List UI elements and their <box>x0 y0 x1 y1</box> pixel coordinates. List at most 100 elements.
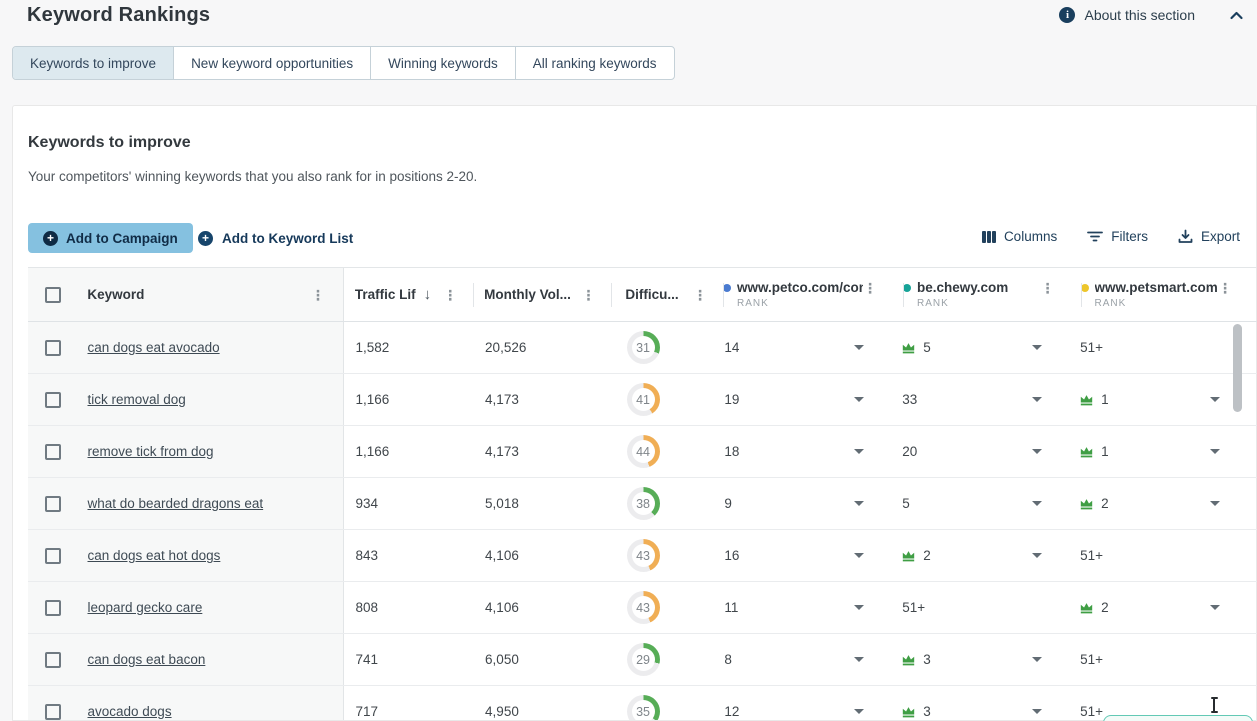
export-icon <box>1178 229 1193 244</box>
kebab-menu-icon[interactable]: ⋮ <box>443 288 457 302</box>
crown-icon <box>902 550 915 562</box>
rank-value: 19 <box>724 392 739 407</box>
sort-descending-icon[interactable]: ↓ <box>424 286 432 303</box>
tab-winning-keywords[interactable]: Winning keywords <box>371 47 516 79</box>
dropdown-arrow-icon[interactable] <box>854 553 864 558</box>
keyword-link[interactable]: leopard gecko care <box>88 600 203 615</box>
keyword-link[interactable]: tick removal dog <box>88 392 186 407</box>
petco-rank-cell: 16 <box>724 530 902 581</box>
kebab-menu-icon[interactable]: ⋮ <box>1041 281 1055 295</box>
dropdown-arrow-icon[interactable] <box>1210 449 1220 454</box>
dropdown-arrow-icon[interactable] <box>1210 501 1220 506</box>
chewy-rank-cell: 5 <box>902 478 1080 529</box>
row-checkbox[interactable] <box>45 392 61 408</box>
dropdown-arrow-icon[interactable] <box>1032 553 1042 558</box>
petsmart-rank-cell: 2 <box>1080 478 1257 529</box>
column-header-petco: www.petco.com/con <box>737 280 863 295</box>
row-checkbox[interactable] <box>45 600 61 616</box>
table-row: can dogs eat bacon 741 6,050 29 8 3 51+ <box>28 634 1257 686</box>
info-icon: i <box>1059 7 1075 23</box>
column-header-petsmart: www.petsmart.com <box>1095 280 1218 295</box>
dropdown-arrow-icon[interactable] <box>854 605 864 610</box>
rank-sublabel: RANK <box>1095 298 1257 309</box>
dropdown-arrow-icon[interactable] <box>854 449 864 454</box>
row-checkbox[interactable] <box>45 704 61 720</box>
dropdown-arrow-icon[interactable] <box>1032 657 1042 662</box>
vertical-scrollbar[interactable] <box>1233 324 1242 412</box>
tab-all-ranking-keywords[interactable]: All ranking keywords <box>516 47 674 79</box>
filters-button[interactable]: Filters <box>1087 229 1148 244</box>
about-section-link[interactable]: i About this section <box>1059 7 1195 23</box>
petco-rank-cell: 12 <box>724 686 902 720</box>
keyword-link[interactable]: can dogs eat avocado <box>88 340 220 355</box>
petsmart-rank-cell: 1 <box>1080 426 1257 477</box>
rank-value: 5 <box>902 496 910 511</box>
dropdown-arrow-icon[interactable] <box>854 709 864 714</box>
keyword-link[interactable]: remove tick from dog <box>88 444 214 459</box>
chewy-rank-cell: 33 <box>902 374 1080 425</box>
dropdown-arrow-icon[interactable] <box>1032 397 1042 402</box>
rank-value: 51+ <box>1080 340 1103 355</box>
rank-value: 16 <box>724 548 739 563</box>
keyword-link[interactable]: can dogs eat bacon <box>88 652 206 667</box>
dropdown-arrow-icon[interactable] <box>1210 397 1220 402</box>
chewy-rank-cell: 3 <box>902 634 1080 685</box>
add-to-campaign-button[interactable]: + Add to Campaign <box>28 223 193 253</box>
rank-value: 2 <box>1101 600 1109 615</box>
dropdown-arrow-icon[interactable] <box>1032 709 1042 714</box>
chevron-up-icon <box>1229 9 1244 22</box>
rank-value: 20 <box>902 444 917 459</box>
tab-keywords-to-improve[interactable]: Keywords to improve <box>13 47 174 79</box>
column-header-keyword: Keyword <box>87 287 144 302</box>
dropdown-arrow-icon[interactable] <box>1210 605 1220 610</box>
difficulty-gauge: 43 <box>627 539 660 572</box>
kebab-menu-icon[interactable]: ⋮ <box>311 288 325 302</box>
rank-value: 33 <box>902 392 917 407</box>
dropdown-arrow-icon[interactable] <box>1032 345 1042 350</box>
about-section-label: About this section <box>1084 7 1195 23</box>
page-title: Keyword Rankings <box>27 4 210 27</box>
dropdown-arrow-icon[interactable] <box>1032 501 1042 506</box>
dropdown-arrow-icon[interactable] <box>854 345 864 350</box>
kebab-menu-icon[interactable]: ⋮ <box>693 288 707 302</box>
dropdown-arrow-icon[interactable] <box>854 657 864 662</box>
kebab-menu-icon[interactable]: ⋮ <box>1218 281 1232 295</box>
rank-value: 51+ <box>1080 652 1103 667</box>
add-to-keyword-list-button[interactable]: + Add to Keyword List <box>192 223 359 253</box>
rank-value: 51+ <box>902 600 925 615</box>
plus-icon: + <box>198 231 213 246</box>
rank-value: 11 <box>724 600 738 615</box>
keywords-table: Keyword ⋮ Traffic Lif ↓ ⋮ Monthly Vol...… <box>28 267 1257 720</box>
table-row: can dogs eat hot dogs 843 4,106 43 16 2 … <box>28 530 1257 582</box>
chewy-rank-cell: 5 <box>902 322 1080 373</box>
petsmart-rank-cell: 51+ <box>1080 322 1257 373</box>
kebab-menu-icon[interactable]: ⋮ <box>581 288 595 302</box>
petco-rank-cell: 9 <box>724 478 902 529</box>
kebab-menu-icon[interactable]: ⋮ <box>863 281 877 295</box>
row-checkbox[interactable] <box>45 340 61 356</box>
row-checkbox[interactable] <box>45 496 61 512</box>
dropdown-arrow-icon[interactable] <box>854 397 864 402</box>
keyword-link[interactable]: what do bearded dragons eat <box>88 496 264 511</box>
difficulty-gauge: 44 <box>627 435 660 468</box>
traffic-lift-value: 1,166 <box>355 392 389 407</box>
add-to-campaign-label: Add to Campaign <box>66 231 178 246</box>
keyword-link[interactable]: can dogs eat hot dogs <box>88 548 221 563</box>
columns-label: Columns <box>1004 229 1057 244</box>
difficulty-gauge: 29 <box>627 643 660 676</box>
rank-value: 1 <box>1101 444 1109 459</box>
row-checkbox[interactable] <box>45 444 61 460</box>
columns-icon <box>982 231 996 243</box>
export-button[interactable]: Export <box>1178 229 1240 244</box>
difficulty-gauge: 38 <box>627 487 660 520</box>
row-checkbox[interactable] <box>45 548 61 564</box>
columns-button[interactable]: Columns <box>982 229 1057 244</box>
select-all-checkbox[interactable] <box>45 287 61 303</box>
dropdown-arrow-icon[interactable] <box>1032 449 1042 454</box>
collapse-section-button[interactable] <box>1229 9 1244 22</box>
tab-new-keyword-opportunities[interactable]: New keyword opportunities <box>174 47 371 79</box>
row-checkbox[interactable] <box>45 652 61 668</box>
keyword-link[interactable]: avocado dogs <box>88 704 172 719</box>
crown-icon <box>902 342 915 354</box>
dropdown-arrow-icon[interactable] <box>854 501 864 506</box>
